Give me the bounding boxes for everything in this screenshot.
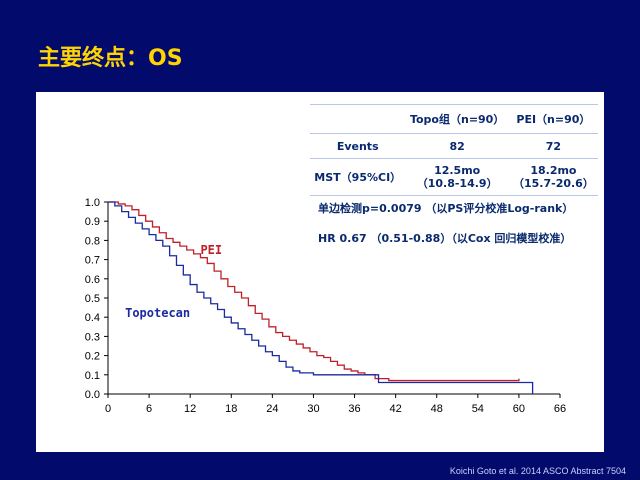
watermark-logo: DXY.COM xyxy=(432,424,600,459)
series-line-topotecan xyxy=(108,201,534,394)
mst-pei: 18.2mo （15.7-20.6） xyxy=(508,158,598,196)
y-tick-label-6: 0.6 xyxy=(85,274,100,286)
y-tick-label-10: 1.0 xyxy=(85,197,100,209)
y-tick-label-8: 0.8 xyxy=(85,235,100,247)
events-topo: 82 xyxy=(449,139,465,153)
mst-topo-value: 12.5mo xyxy=(434,164,481,177)
x-tick-label-6: 36 xyxy=(348,403,360,415)
stats-header-topo: Topo组（n=90） xyxy=(405,104,509,134)
y-tick-label-5: 0.5 xyxy=(85,293,100,305)
annotation-pei: PEI xyxy=(200,243,222,257)
note-hr: HR 0.67 （0.51-0.88）（以Cox 回归模型校准） xyxy=(318,232,572,245)
slide-title: 主要终点：OS xyxy=(38,46,183,71)
chart-panel: Topo组（n=90） PEI（n=90） Events 82 72 MST（9… xyxy=(36,92,604,452)
stats-row-mst: MST（95%CI） 12.5mo （10.8-14.9） 18.2mo （15… xyxy=(310,158,598,196)
y-tick-label-3: 0.3 xyxy=(85,331,100,343)
mst-pei-value: 18.2mo xyxy=(530,164,577,177)
x-tick-label-9: 54 xyxy=(472,403,484,415)
stats-header-empty xyxy=(310,104,406,134)
km-chart: 0 6 12 18 24 30 36 42 48 54 60 66 0.0 0.1 0.2 0.3 0.4 0.5… xyxy=(85,197,566,415)
y-tick-label-0: 0.0 xyxy=(85,389,100,401)
x-tick-label-3: 18 xyxy=(225,403,237,415)
x-tick-label-1: 6 xyxy=(146,403,152,415)
stats-header-row: Topo组（n=90） PEI（n=90） xyxy=(310,104,598,134)
stats-header-pei: PEI（n=90） xyxy=(508,104,598,134)
series-line-pei xyxy=(108,201,520,382)
x-tick-label-11: 66 xyxy=(554,403,566,415)
citation-footer: Koichi Goto et al. 2014 ASCO Abstract 75… xyxy=(449,466,626,476)
mst-label: MST（95%CI） xyxy=(310,158,406,196)
x-tick-label-5: 30 xyxy=(307,403,319,415)
y-tick-label-2: 0.2 xyxy=(85,351,100,363)
y-tick-label-1: 0.1 xyxy=(85,370,100,382)
x-tick-label-0: 0 xyxy=(105,403,111,415)
x-tick-label-8: 48 xyxy=(431,403,443,415)
mst-topo: 12.5mo （10.8-14.9） xyxy=(405,158,509,196)
y-tick-label-9: 0.9 xyxy=(85,216,100,228)
y-tick-label-4: 0.4 xyxy=(85,312,100,324)
x-tick-label-7: 42 xyxy=(390,403,402,415)
mst-topo-ci: （10.8-14.9） xyxy=(416,177,498,190)
stats-row-events: Events 82 72 xyxy=(310,134,598,159)
events-label: Events xyxy=(336,139,379,153)
stats-table: Topo组（n=90） PEI（n=90） Events 82 72 MST（9… xyxy=(310,104,598,196)
x-tick-label-10: 60 xyxy=(513,403,525,415)
events-pei: 72 xyxy=(545,139,562,153)
x-tick-label-4: 24 xyxy=(266,403,278,415)
x-tick-label-2: 12 xyxy=(184,403,196,415)
annotation-topotecan: Topotecan xyxy=(125,306,190,320)
mst-pei-ci: （15.7-20.6） xyxy=(512,177,594,190)
y-tick-label-7: 0.7 xyxy=(85,255,100,267)
note-logrank: 单边检测p=0.0079 （以PS评分校准Log-rank） xyxy=(318,202,574,215)
